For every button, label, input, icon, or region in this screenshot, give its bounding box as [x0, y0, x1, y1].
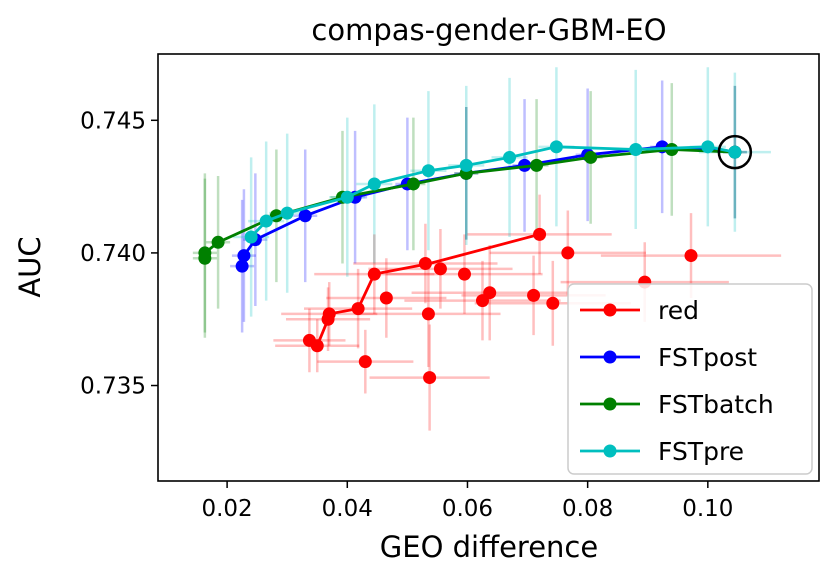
plot-area: [192, 67, 782, 431]
legend-red-label: red: [658, 296, 699, 325]
fstpre-data-point: [629, 142, 643, 156]
red-data-point: [310, 339, 324, 353]
red-data-point: [418, 257, 432, 271]
red-data-point: [457, 267, 471, 281]
fstpre-data-point: [701, 140, 715, 154]
fstpre-data-point: [367, 177, 381, 191]
x-tick-label: 0.10: [682, 496, 733, 522]
red-data-point: [533, 227, 547, 241]
red-data-point: [367, 267, 381, 281]
legend-fstpost-marker: [603, 350, 617, 364]
y-axis-label: AUC: [13, 236, 47, 297]
highlight-circle: [717, 134, 753, 170]
legend-fstbatch-marker: [603, 397, 617, 411]
legend-fstpre-label: FSTpre: [658, 437, 744, 466]
x-axis-label: GEO difference: [380, 530, 598, 564]
fstpre-data-point: [421, 164, 435, 178]
plot-frame: [157, 53, 820, 482]
y-tick-label: 0.735: [80, 374, 146, 400]
red-data-point: [546, 296, 560, 310]
red-data-point: [433, 262, 447, 276]
fstpost-data-point: [235, 259, 249, 273]
red-data-point: [483, 286, 497, 300]
fstpost-data-point: [237, 249, 251, 263]
fstpre-data-point: [259, 214, 273, 228]
x-tick-label: 0.04: [322, 496, 373, 522]
fstbatch-data-point: [211, 235, 225, 249]
red-data-point: [423, 371, 437, 385]
fstpre-data-point: [280, 206, 294, 220]
red-data-point: [684, 249, 698, 263]
legend-box: [567, 283, 813, 475]
fstpre-data-point: [549, 140, 563, 154]
red-data-point: [322, 307, 336, 321]
red-data-point: [421, 307, 435, 321]
fstbatch-data-point: [198, 246, 212, 260]
y-tick-label: 0.745: [80, 108, 146, 134]
red-data-point: [358, 355, 372, 369]
legend-fstpre-marker: [603, 444, 617, 458]
x-tick-label: 0.06: [442, 496, 493, 522]
fstpost-data-point: [298, 209, 312, 223]
legend-fstbatch-label: FSTbatch: [658, 390, 774, 419]
red-data-point: [379, 291, 393, 305]
x-tick-label: 0.02: [201, 496, 252, 522]
red-data-point: [351, 302, 365, 316]
fstpre-data-point: [503, 150, 517, 164]
fstpre-data-point: [459, 158, 473, 172]
y-axis: 0.735 0.740 0.745: [80, 108, 158, 400]
x-axis: 0.02 0.04 0.06 0.08 0.10: [201, 481, 733, 522]
fstbatch-data-point: [584, 150, 598, 164]
legend-fstpost-label: FSTpost: [658, 343, 757, 372]
fstbatch-data-point: [530, 158, 544, 172]
fstpre-data-point: [340, 190, 354, 204]
x-tick-label: 0.08: [562, 496, 613, 522]
y-tick-label: 0.740: [80, 241, 146, 267]
fstpre-data-point: [244, 230, 258, 244]
red-data-point: [561, 246, 575, 260]
chart-title: compas-gender-GBM-EO: [311, 13, 666, 47]
legend: red FSTpost FSTbatch FSTpre: [567, 283, 813, 475]
fstbatch-data-point: [406, 177, 420, 191]
red-data-point: [527, 288, 541, 302]
legend-red-marker: [603, 303, 617, 317]
fstpre-data-point: [728, 145, 742, 159]
